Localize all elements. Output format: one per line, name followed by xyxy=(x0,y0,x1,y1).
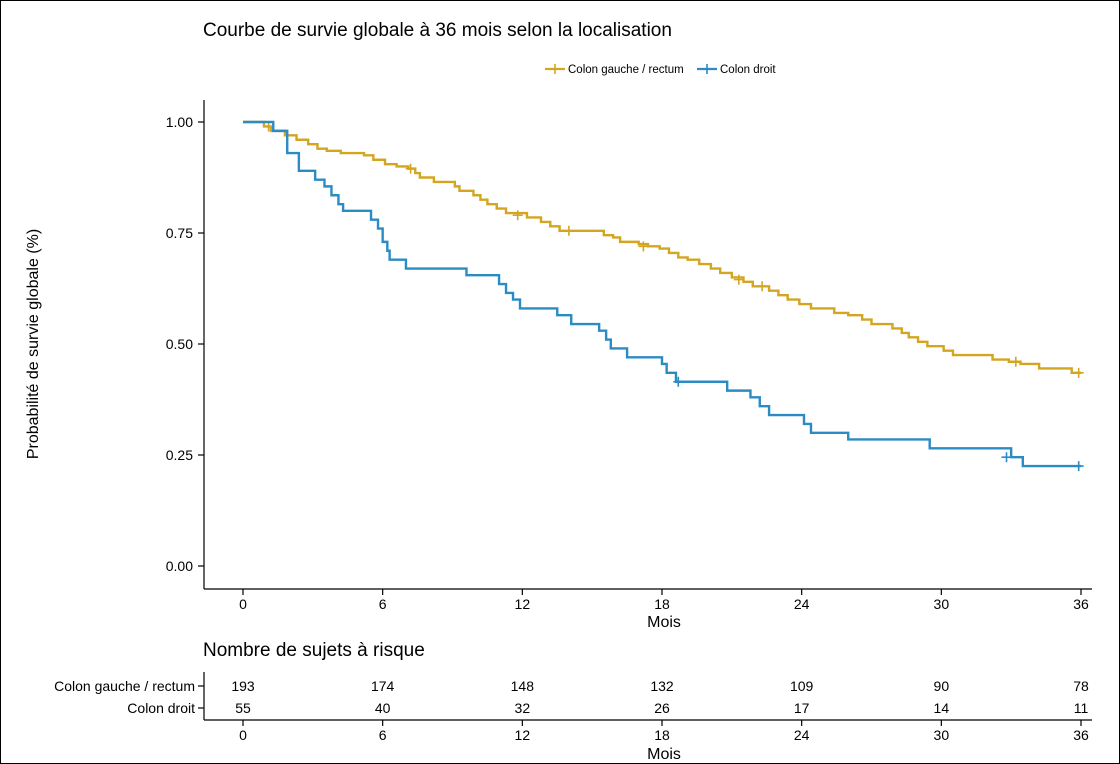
censor-mark xyxy=(1010,356,1021,367)
x-tick-label: 30 xyxy=(934,596,950,612)
survival-curve-colon-gauche-rectum xyxy=(243,120,1081,375)
censor-mark xyxy=(405,163,416,174)
x-tick-label: 12 xyxy=(515,596,531,612)
risk-x-tick-label: 18 xyxy=(654,727,670,743)
risk-row-label: Colon gauche / rectum xyxy=(54,678,195,694)
risk-cell: 55 xyxy=(235,700,251,716)
risk-x-tick-label: 0 xyxy=(239,727,247,743)
x-axis-label: Mois xyxy=(647,614,681,631)
censor-mark xyxy=(1073,461,1084,472)
risk-cell: 11 xyxy=(1074,700,1089,716)
x-ticks: 0 6 12 18 24 30 36 xyxy=(239,589,1089,612)
y-tick-label: 0.25 xyxy=(166,447,193,463)
censor-mark xyxy=(563,225,574,236)
censor-mark xyxy=(512,210,523,221)
legend: Colon gauche / rectum Colon droit xyxy=(545,64,776,76)
censor-mark xyxy=(673,376,684,387)
censor-mark xyxy=(1001,452,1012,463)
risk-x-tick-label: 36 xyxy=(1073,727,1089,743)
risk-cell: 193 xyxy=(231,678,255,694)
censor-mark xyxy=(638,241,649,252)
risk-x-tick-label: 30 xyxy=(934,727,950,743)
survival-curve-colon-droit xyxy=(243,120,1081,468)
risk-cell: 40 xyxy=(375,700,391,716)
legend-label: Colon droit xyxy=(720,64,776,76)
y-tick-label: 1.00 xyxy=(166,114,193,130)
risk-table-x-ticks: 0 6 12 18 24 30 36 xyxy=(239,720,1089,743)
y-axis-label: Probabilité de survie globale (%) xyxy=(25,229,42,459)
censor-mark xyxy=(757,281,768,292)
x-tick-label: 24 xyxy=(794,596,810,612)
x-tick-label: 18 xyxy=(654,596,670,612)
y-ticks: 0.00 0.25 0.50 0.75 1.00 xyxy=(166,114,204,574)
legend-label: Colon gauche / rectum xyxy=(568,64,684,76)
risk-cell: 14 xyxy=(934,700,950,716)
risk-cell: 174 xyxy=(371,678,395,694)
risk-cell: 90 xyxy=(934,678,950,694)
x-tick-label: 0 xyxy=(239,596,247,612)
risk-row-label: Colon droit xyxy=(127,700,195,716)
survival-curves xyxy=(243,120,1084,472)
risk-cell: 109 xyxy=(790,678,814,694)
y-tick-label: 0.50 xyxy=(166,336,193,352)
risk-table-x-axis-label: Mois xyxy=(647,746,681,763)
risk-cell: 17 xyxy=(794,700,810,716)
y-tick-label: 0.00 xyxy=(166,558,193,574)
chart-title: Courbe de survie globale à 36 mois selon… xyxy=(203,20,672,41)
risk-table-rows: Colon gauche / rectum 193 174 148 132 109 90 78… xyxy=(54,678,1089,716)
risk-x-tick-label: 12 xyxy=(515,727,531,743)
x-tick-label: 6 xyxy=(379,596,387,612)
risk-cell: 32 xyxy=(515,700,531,716)
risk-cell: 26 xyxy=(654,700,670,716)
risk-x-tick-label: 24 xyxy=(794,727,810,743)
censor-mark xyxy=(1073,367,1084,378)
risk-x-tick-label: 6 xyxy=(379,727,387,743)
risk-table-title: Nombre de sujets à risque xyxy=(203,640,425,661)
risk-cell: 78 xyxy=(1073,678,1089,694)
y-tick-label: 0.75 xyxy=(166,225,193,241)
censor-mark xyxy=(733,274,744,285)
risk-cell: 148 xyxy=(511,678,535,694)
x-tick-label: 36 xyxy=(1073,596,1089,612)
risk-cell: 132 xyxy=(650,678,674,694)
